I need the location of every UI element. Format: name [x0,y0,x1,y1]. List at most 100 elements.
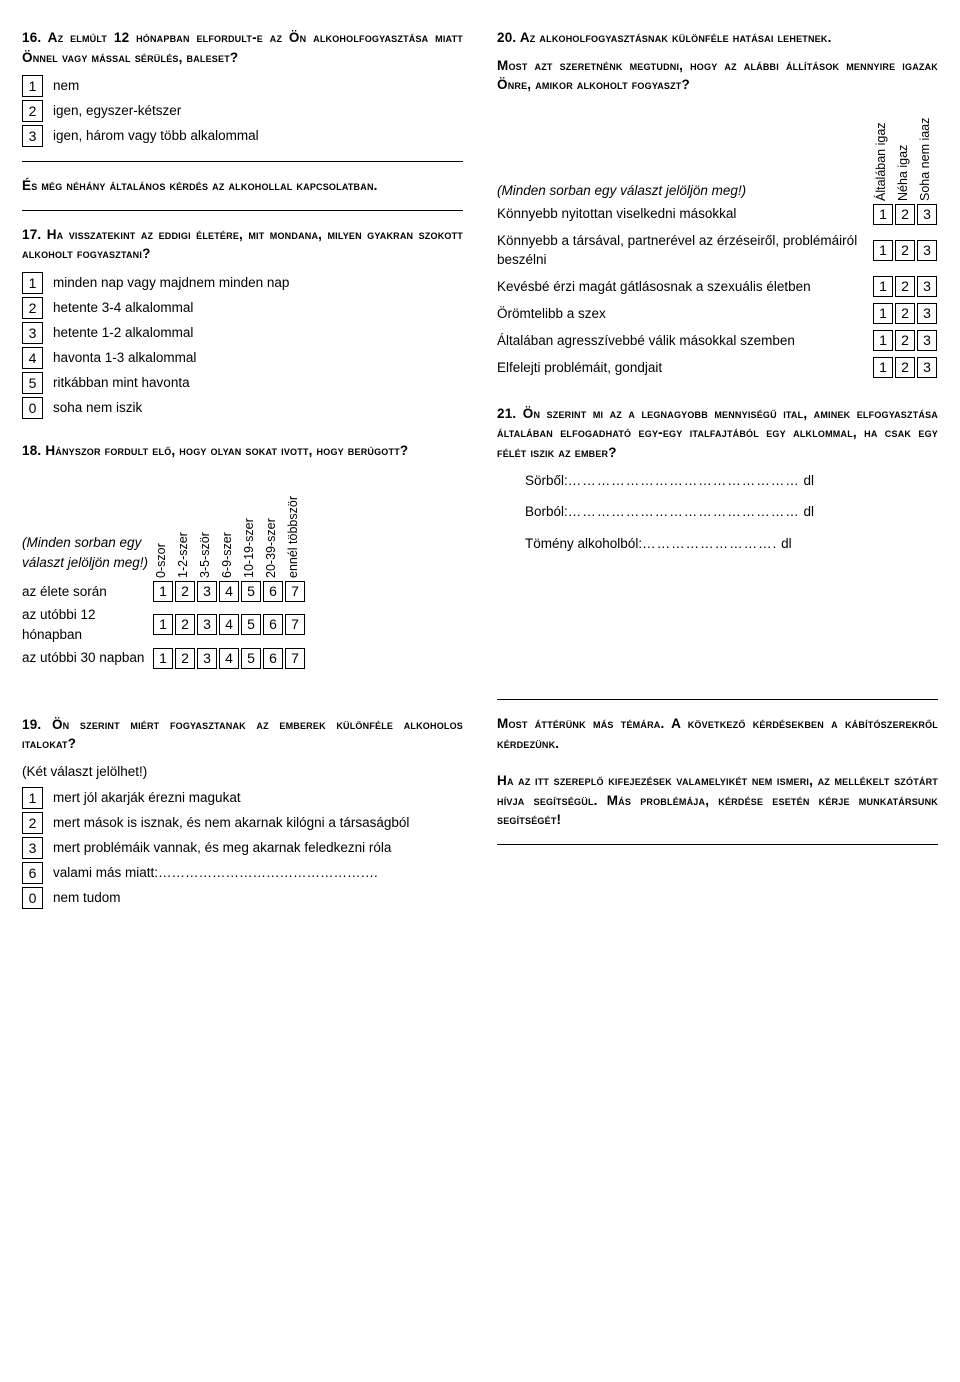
q18-col-header: 0-szor [152,468,174,578]
matrix-cell[interactable]: 1 [873,240,893,261]
q17-opt[interactable]: 2hetente 3-4 alkalommal [22,297,463,319]
q20-col-header: Általában igaz [872,101,894,201]
matrix-cell[interactable]: 3 [917,276,937,297]
left-column: 16. Az elmúlt 12 hónapban elfordult-e az… [22,28,463,912]
q19-opt[interactable]: 6 valami más miatt:…………………………………………. [22,862,463,884]
matrix-cell[interactable]: 3 [197,581,217,602]
q17-opt[interactable]: 4havonta 1-3 alkalommal [22,347,463,369]
matrix-cell[interactable]: 2 [895,204,915,225]
matrix-cell[interactable]: 6 [263,581,283,602]
matrix-cell[interactable]: 3 [917,330,937,351]
fill-line[interactable] [568,473,800,488]
matrix-cell[interactable]: 6 [263,648,283,669]
option-box[interactable]: 0 [22,887,43,909]
q19-opt[interactable]: 2mert mások is isznak, és nem akarnak ki… [22,812,463,834]
q16-opt[interactable]: 2 igen, egyszer-kétszer [22,100,463,122]
q18-row: az utóbbi 30 napban 1 2 3 4 5 6 7 [22,648,463,669]
option-label: valami más miatt:…………………………………………. [53,862,378,883]
option-box[interactable]: 3 [22,322,43,344]
option-box[interactable]: 2 [22,100,43,122]
q21-row: Borból: dl [525,502,938,522]
option-box[interactable]: 2 [22,812,43,834]
option-box[interactable]: 0 [22,397,43,419]
q19-opt[interactable]: 0 nem tudom [22,887,463,909]
matrix-cell[interactable]: 2 [175,581,195,602]
option-box[interactable]: 1 [22,272,43,294]
matrix-cell[interactable]: 1 [873,330,893,351]
option-box[interactable]: 5 [22,372,43,394]
q20-row-label: Kevésbé érzi magát gátlásosnak a szexuál… [497,277,872,297]
matrix-cell[interactable]: 2 [175,648,195,669]
q21-unit: dl [804,473,815,488]
option-label: ritkábban mint havonta [53,372,190,393]
matrix-cell[interactable]: 3 [917,357,937,378]
fill-line[interactable] [568,504,800,519]
q17-opt[interactable]: 3hetente 1-2 alkalommal [22,322,463,344]
option-box[interactable]: 2 [22,297,43,319]
matrix-cell[interactable]: 1 [153,648,173,669]
matrix-cell[interactable]: 2 [895,303,915,324]
matrix-cell[interactable]: 5 [241,648,261,669]
matrix-cell[interactable]: 3 [197,648,217,669]
option-label: soha nem iszik [53,397,142,418]
q20-row: Örömtelibb a szex 1 2 3 [497,303,938,324]
option-label: igen, egyszer-kétszer [53,100,181,121]
q17-opt[interactable]: 1minden nap vagy majdnem minden nap [22,272,463,294]
matrix-cell[interactable]: 3 [197,614,217,635]
matrix-cell[interactable]: 2 [895,330,915,351]
matrix-cell[interactable]: 1 [153,581,173,602]
matrix-cell[interactable]: 2 [895,357,915,378]
matrix-cell[interactable]: 2 [895,240,915,261]
matrix-cell[interactable]: 3 [917,240,937,261]
matrix-cell[interactable]: 4 [219,581,239,602]
option-label: nem tudom [53,887,121,908]
q19-opt[interactable]: 1 mert jól akarják érezni magukat [22,787,463,809]
q18-title: 18. Hányszor fordult elő, hogy olyan sok… [22,441,463,461]
matrix-cell[interactable]: 7 [285,581,305,602]
q17-opt[interactable]: 5 ritkábban mint havonta [22,372,463,394]
q16-opt[interactable]: 3 igen, három vagy több alkalommal [22,125,463,147]
matrix-cell[interactable]: 4 [219,648,239,669]
matrix-cell[interactable]: 1 [873,303,893,324]
q20-row: Elfelejti problémáit, gondjait 1 2 3 [497,357,938,378]
divider [497,844,938,845]
matrix-cell[interactable]: 3 [917,204,937,225]
option-box[interactable]: 3 [22,837,43,859]
q17-options: 1minden nap vagy majdnem minden nap 2het… [22,272,463,419]
q20-col-headers: (Minden sorban egy választ jelöljön meg!… [497,101,938,201]
section-note: És még néhány általános kérdés az alkoho… [22,176,463,196]
fill-line[interactable] [642,536,777,551]
q19-opt[interactable]: 3mert problémáik vannak, és meg akarnak … [22,837,463,859]
matrix-cell[interactable]: 1 [153,614,173,635]
option-box[interactable]: 1 [22,787,43,809]
matrix-cell[interactable]: 2 [175,614,195,635]
q16-opt[interactable]: 1 nem [22,75,463,97]
matrix-cell[interactable]: 7 [285,648,305,669]
q18-col-header: 10-19-szer [240,468,262,578]
q20-intro: Most azt szeretnénk megtudni, hogy az al… [497,56,938,95]
matrix-cell[interactable]: 3 [917,303,937,324]
matrix-cell[interactable]: 6 [263,614,283,635]
q20-row-label: Elfelejti problémáit, gondjait [497,358,872,378]
matrix-cell[interactable]: 1 [873,357,893,378]
matrix-cell[interactable]: 1 [873,204,893,225]
matrix-cell[interactable]: 2 [895,276,915,297]
q20-row-label: Általában agresszívebbé válik másokkal s… [497,331,872,351]
option-box[interactable]: 4 [22,347,43,369]
option-label: mert jól akarják érezni magukat [53,787,241,808]
q21-row: Sörből: dl [525,471,938,491]
option-box[interactable]: 6 [22,862,43,884]
q17-opt[interactable]: 0 soha nem iszik [22,397,463,419]
option-box[interactable]: 3 [22,125,43,147]
matrix-cell[interactable]: 5 [241,581,261,602]
option-box[interactable]: 1 [22,75,43,97]
matrix-cell[interactable]: 5 [241,614,261,635]
q19-title: 19. Ön szerint miért fogyasztanak az emb… [22,715,463,754]
q21-unit: dl [781,536,792,551]
matrix-cell[interactable]: 7 [285,614,305,635]
matrix-cell[interactable]: 1 [873,276,893,297]
q21-row-label: Sörből: [525,473,568,488]
q20-col-header: Néha igaz [894,101,916,201]
option-label: igen, három vagy több alkalommal [53,125,259,146]
matrix-cell[interactable]: 4 [219,614,239,635]
